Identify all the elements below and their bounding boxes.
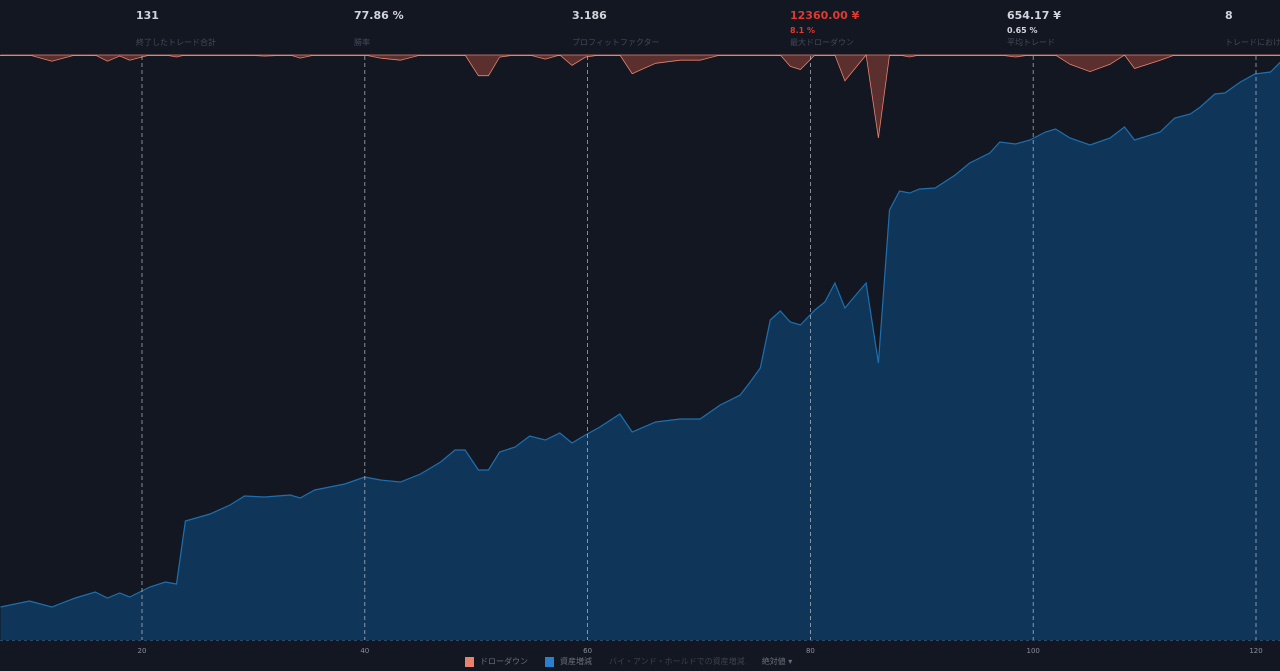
drawdown-area [0,54,1280,139]
drawdown-swatch [465,656,474,667]
stat-label: 勝率 [354,38,370,47]
equity-swatch [545,656,554,667]
legend-equity[interactable]: 資産増減 [545,656,592,667]
stat-label: 最大ドローダウン [790,38,854,47]
stat-label: トレードにおける平均バー数 [1225,38,1280,47]
chart-legend: ドローダウン 資産増減 バイ・アンド・ホールドでの資産増減 絶対値 ▾ [465,656,809,667]
legend-drawdown-label: ドローダウン [480,657,528,666]
stat-label: 平均トレード [1007,38,1055,47]
x-tick-label: 60 [583,647,592,655]
stat-value: 654.17 ¥ [1007,9,1061,22]
stat-label: プロフィットファクター [572,38,660,47]
equity-area [0,62,1280,640]
x-tick-label: 80 [806,647,815,655]
x-tick-label: 120 [1249,647,1262,655]
stat-value: 12360.00 ¥ [790,9,860,22]
stat-label: 終了したトレード合計 [136,38,216,47]
x-tick-label: 100 [1027,647,1040,655]
value-mode-dropdown[interactable]: 絶対値 ▾ [762,656,793,667]
stat-value: 77.86 % [354,9,404,22]
stat-value: 131 [136,9,159,22]
stat-value: 3.186 [572,9,607,22]
legend-equity-label: 資産増減 [560,657,592,666]
legend-buy-hold-label: バイ・アンド・ホールドでの資産増減 [609,657,745,666]
legend-buy-hold[interactable]: バイ・アンド・ホールドでの資産増減 [609,656,745,667]
legend-drawdown[interactable]: ドローダウン [465,656,528,667]
x-tick-label: 40 [360,647,369,655]
stat-value: 8 [1225,9,1233,22]
stat-percent: 0.65 % [1007,26,1038,35]
equity-line [0,61,1280,608]
stat-percent: 8.1 % [790,26,815,35]
x-tick-label: 20 [138,647,147,655]
value-mode-label: 絶対値 ▾ [761,657,793,666]
